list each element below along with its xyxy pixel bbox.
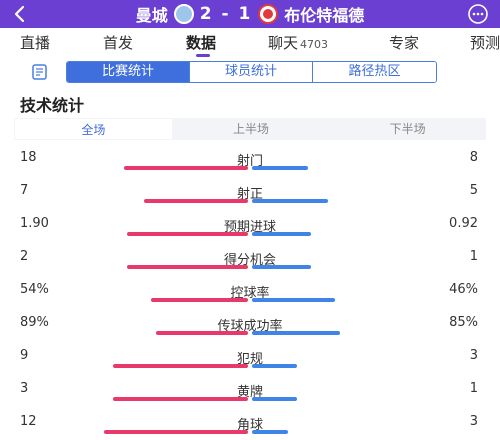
tab-chat[interactable]: 聊天 4703: [268, 32, 328, 53]
home-stat-bar: [113, 364, 248, 368]
stat-home-value: 2: [20, 249, 29, 264]
match-tabs: 直播 首发 数据 聊天 4703 专家 预测: [0, 28, 500, 57]
stat-row: 54% 控球率 46%: [0, 282, 500, 314]
tab-chat-label: 聊天: [268, 33, 299, 52]
stat-label: 犯规: [236, 352, 263, 367]
away-stat-bar: [252, 397, 297, 401]
stat-row: 18 射门 8: [0, 150, 500, 182]
stat-label: 预期进球: [223, 220, 276, 235]
active-tab-indicator: [196, 54, 210, 57]
stat-row: 12 角球 3: [0, 414, 500, 440]
stat-label: 射门: [236, 154, 263, 169]
stat-away-value: 46%: [449, 282, 478, 297]
stat-away-value: 1: [469, 249, 478, 264]
stat-away-value: 85%: [449, 315, 478, 330]
document-icon[interactable]: [30, 62, 50, 82]
stat-label: 黄牌: [236, 385, 263, 400]
stat-label: 得分机会: [223, 253, 276, 268]
home-stat-bar: [113, 397, 248, 401]
stat-away-value: 8: [469, 150, 478, 165]
subtab-heatmap[interactable]: 路径热区: [313, 62, 436, 82]
tab-experts[interactable]: 专家: [389, 33, 420, 52]
stat-home-value: 7: [20, 183, 29, 198]
stat-home-value: 12: [20, 414, 37, 429]
away-stat-bar: [252, 298, 335, 302]
tab-chat-count: 4703: [300, 37, 329, 51]
stats-type-segmented-control: 比赛统计 球员统计 路径热区: [66, 61, 437, 83]
subtabs-row: 比赛统计 球员统计 路径热区: [0, 60, 500, 84]
stat-row: 1.90 预期进球 0.92: [0, 216, 500, 248]
home-stat-bar: [104, 430, 248, 434]
away-team-name: 布伦特福德: [284, 6, 365, 25]
stat-home-value: 54%: [20, 282, 49, 297]
tab-data[interactable]: 数据: [186, 33, 217, 52]
tab-live[interactable]: 直播: [20, 33, 51, 52]
home-stat-bar: [127, 265, 248, 269]
period-selector: 全场 上半场 下半场: [14, 118, 486, 140]
away-stat-bar: [252, 430, 288, 434]
subtab-player-stats[interactable]: 球员统计: [190, 62, 313, 82]
away-stat-bar: [252, 265, 311, 269]
home-team-crest-icon: [173, 4, 194, 24]
stat-row: 9 犯规 3: [0, 348, 500, 380]
section-title: 技术统计: [20, 96, 85, 115]
away-stat-bar: [252, 364, 297, 368]
stat-label: 控球率: [230, 286, 270, 301]
away-team-crest-icon: [258, 4, 279, 24]
stat-home-value: 18: [20, 150, 37, 165]
period-second-half[interactable]: 下半场: [389, 122, 426, 136]
period-first-half[interactable]: 上半场: [233, 122, 270, 136]
tab-prediction[interactable]: 预测: [470, 33, 500, 52]
home-stat-bar: [156, 331, 248, 335]
home-stat-bar: [144, 199, 248, 203]
away-stat-bar: [252, 199, 328, 203]
stat-row: 89% 传球成功率 85%: [0, 315, 500, 347]
stat-label: 传球成功率: [217, 319, 283, 334]
tab-lineup[interactable]: 首发: [103, 33, 134, 52]
period-full-match[interactable]: 全场: [14, 118, 173, 140]
home-stat-bar: [124, 166, 248, 170]
stat-home-value: 1.90: [20, 216, 49, 231]
match-header: 曼城 2 - 1 布伦特福德: [0, 0, 500, 28]
home-team-name: 曼城: [135, 6, 168, 25]
back-arrow-icon[interactable]: [10, 4, 30, 24]
stat-away-value: 1: [469, 381, 478, 396]
stat-label: 角球: [236, 418, 263, 433]
home-stat-bar: [151, 298, 248, 302]
away-stat-bar: [252, 232, 311, 236]
stat-home-value: 89%: [20, 315, 49, 330]
away-stat-bar: [252, 166, 308, 170]
stat-home-value: 9: [20, 348, 29, 363]
match-score: 2 - 1: [199, 4, 253, 24]
more-options-icon[interactable]: [466, 3, 490, 25]
stat-home-value: 3: [20, 381, 29, 396]
stat-away-value: 5: [469, 183, 478, 198]
stat-row: 2 得分机会 1: [0, 249, 500, 281]
away-stat-bar: [252, 331, 340, 335]
scoreboard: 曼城 2 - 1 布伦特福德: [0, 0, 500, 28]
subtab-match-stats[interactable]: 比赛统计: [67, 62, 190, 82]
stat-label: 射正: [236, 187, 263, 202]
stat-away-value: 0.92: [449, 216, 478, 231]
stat-row: 7 射正 5: [0, 183, 500, 215]
home-stat-bar: [127, 232, 248, 236]
stat-away-value: 3: [469, 348, 478, 363]
stat-row: 3 黄牌 1: [0, 381, 500, 413]
stat-away-value: 3: [469, 414, 478, 429]
